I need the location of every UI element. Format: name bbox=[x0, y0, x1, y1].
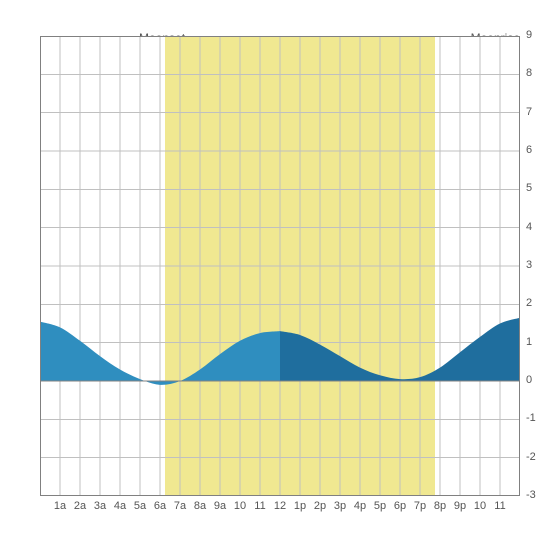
tide-chart-svg bbox=[40, 36, 520, 496]
y-tick-label: -1 bbox=[526, 412, 548, 424]
y-tick-label: -2 bbox=[526, 451, 548, 463]
x-tick-label: 4p bbox=[350, 500, 370, 512]
y-tick-label: 8 bbox=[526, 67, 548, 79]
x-tick-label: 1p bbox=[290, 500, 310, 512]
x-tick-label: 11 bbox=[490, 500, 510, 512]
x-tick-label: 11 bbox=[250, 500, 270, 512]
y-tick-label: 2 bbox=[526, 297, 548, 309]
x-tick-label: 3p bbox=[330, 500, 350, 512]
x-tick-label: 2p bbox=[310, 500, 330, 512]
y-tick-label: 9 bbox=[526, 29, 548, 41]
x-tick-label: 6p bbox=[390, 500, 410, 512]
x-tick-label: 10 bbox=[470, 500, 490, 512]
tide-chart-stage: Moonset 06:15A Moonrise 10:35P -3-2-1012… bbox=[0, 0, 550, 550]
x-tick-label: 1a bbox=[50, 500, 70, 512]
x-axis-ticks: 1a2a3a4a5a6a7a8a9a1011121p2p3p4p5p6p7p8p… bbox=[40, 500, 520, 516]
y-tick-label: 0 bbox=[526, 374, 548, 386]
y-tick-label: 4 bbox=[526, 221, 548, 233]
x-tick-label: 10 bbox=[230, 500, 250, 512]
x-tick-label: 9a bbox=[210, 500, 230, 512]
x-tick-label: 5a bbox=[130, 500, 150, 512]
y-tick-label: 7 bbox=[526, 106, 548, 118]
x-tick-label: 2a bbox=[70, 500, 90, 512]
x-tick-label: 7p bbox=[410, 500, 430, 512]
plot-area bbox=[40, 36, 520, 496]
x-tick-label: 8p bbox=[430, 500, 450, 512]
x-tick-label: 8a bbox=[190, 500, 210, 512]
x-tick-label: 4a bbox=[110, 500, 130, 512]
x-tick-label: 5p bbox=[370, 500, 390, 512]
x-tick-label: 6a bbox=[150, 500, 170, 512]
y-tick-label: 3 bbox=[526, 259, 548, 271]
y-tick-label: 1 bbox=[526, 336, 548, 348]
y-tick-label: 6 bbox=[526, 144, 548, 156]
x-tick-label: 7a bbox=[170, 500, 190, 512]
y-tick-label: 5 bbox=[526, 182, 548, 194]
x-tick-label: 9p bbox=[450, 500, 470, 512]
x-tick-label: 3a bbox=[90, 500, 110, 512]
y-tick-label: -3 bbox=[526, 489, 548, 501]
x-tick-label: 12 bbox=[270, 500, 290, 512]
